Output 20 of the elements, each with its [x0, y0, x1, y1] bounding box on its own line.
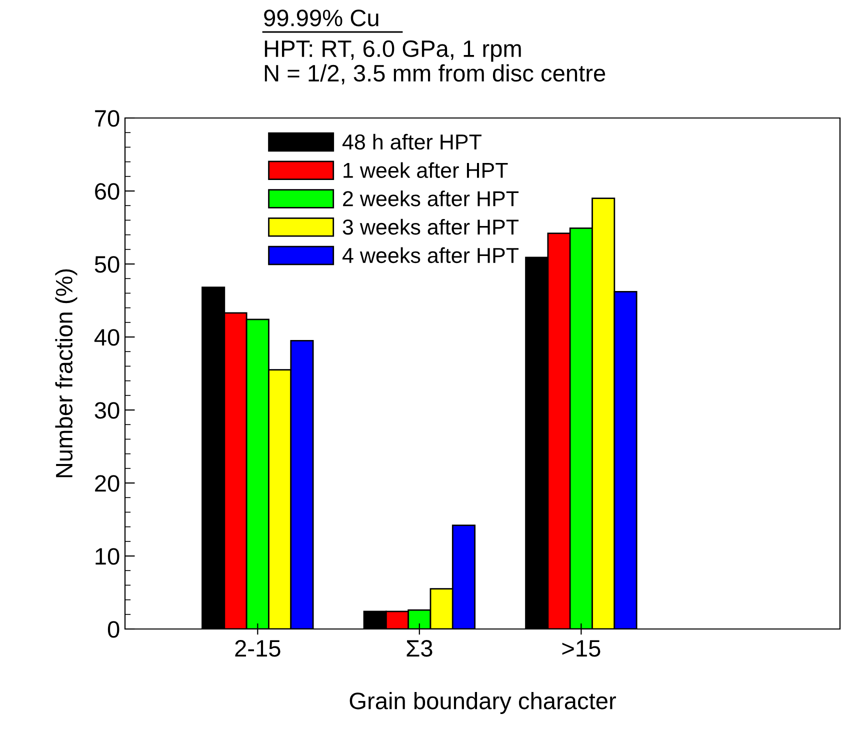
chart-title: 99.99% Cu: [264, 10, 378, 26]
chart-subtitle: HPT: RT, 6.0 GPa, 1 rpm N = 1/2, 3.5 mm from disc centre: [264, 40, 606, 84]
y-tick-label: 60: [95, 183, 120, 200]
legend-label: 3 weeks after HPT: [342, 218, 519, 235]
y-tick-label: 50: [94, 256, 120, 273]
y-tick-label: 10: [96, 548, 120, 565]
legend-label: 4 weeks after HPT: [342, 247, 519, 264]
legend-label: 48 h after HPT: [342, 134, 482, 150]
legend-label: 1 week after HPT: [344, 162, 508, 178]
y-tick-label: 30: [94, 402, 120, 419]
x-tick-label: >15: [562, 640, 600, 657]
y-tick-label: 40: [94, 329, 120, 346]
y-tick-label: 70: [95, 110, 120, 127]
y-axis-title: Number fraction (%): [55, 269, 78, 478]
x-axis-title: Grain boundary character: [350, 692, 616, 714]
x-tick-label: 2-15: [235, 640, 280, 657]
legend-label: 2 weeks after HPT: [343, 190, 519, 206]
y-tick-label: 20: [95, 475, 120, 492]
x-tick-label: Σ3: [406, 640, 432, 657]
y-tick-label: 0: [108, 621, 120, 638]
